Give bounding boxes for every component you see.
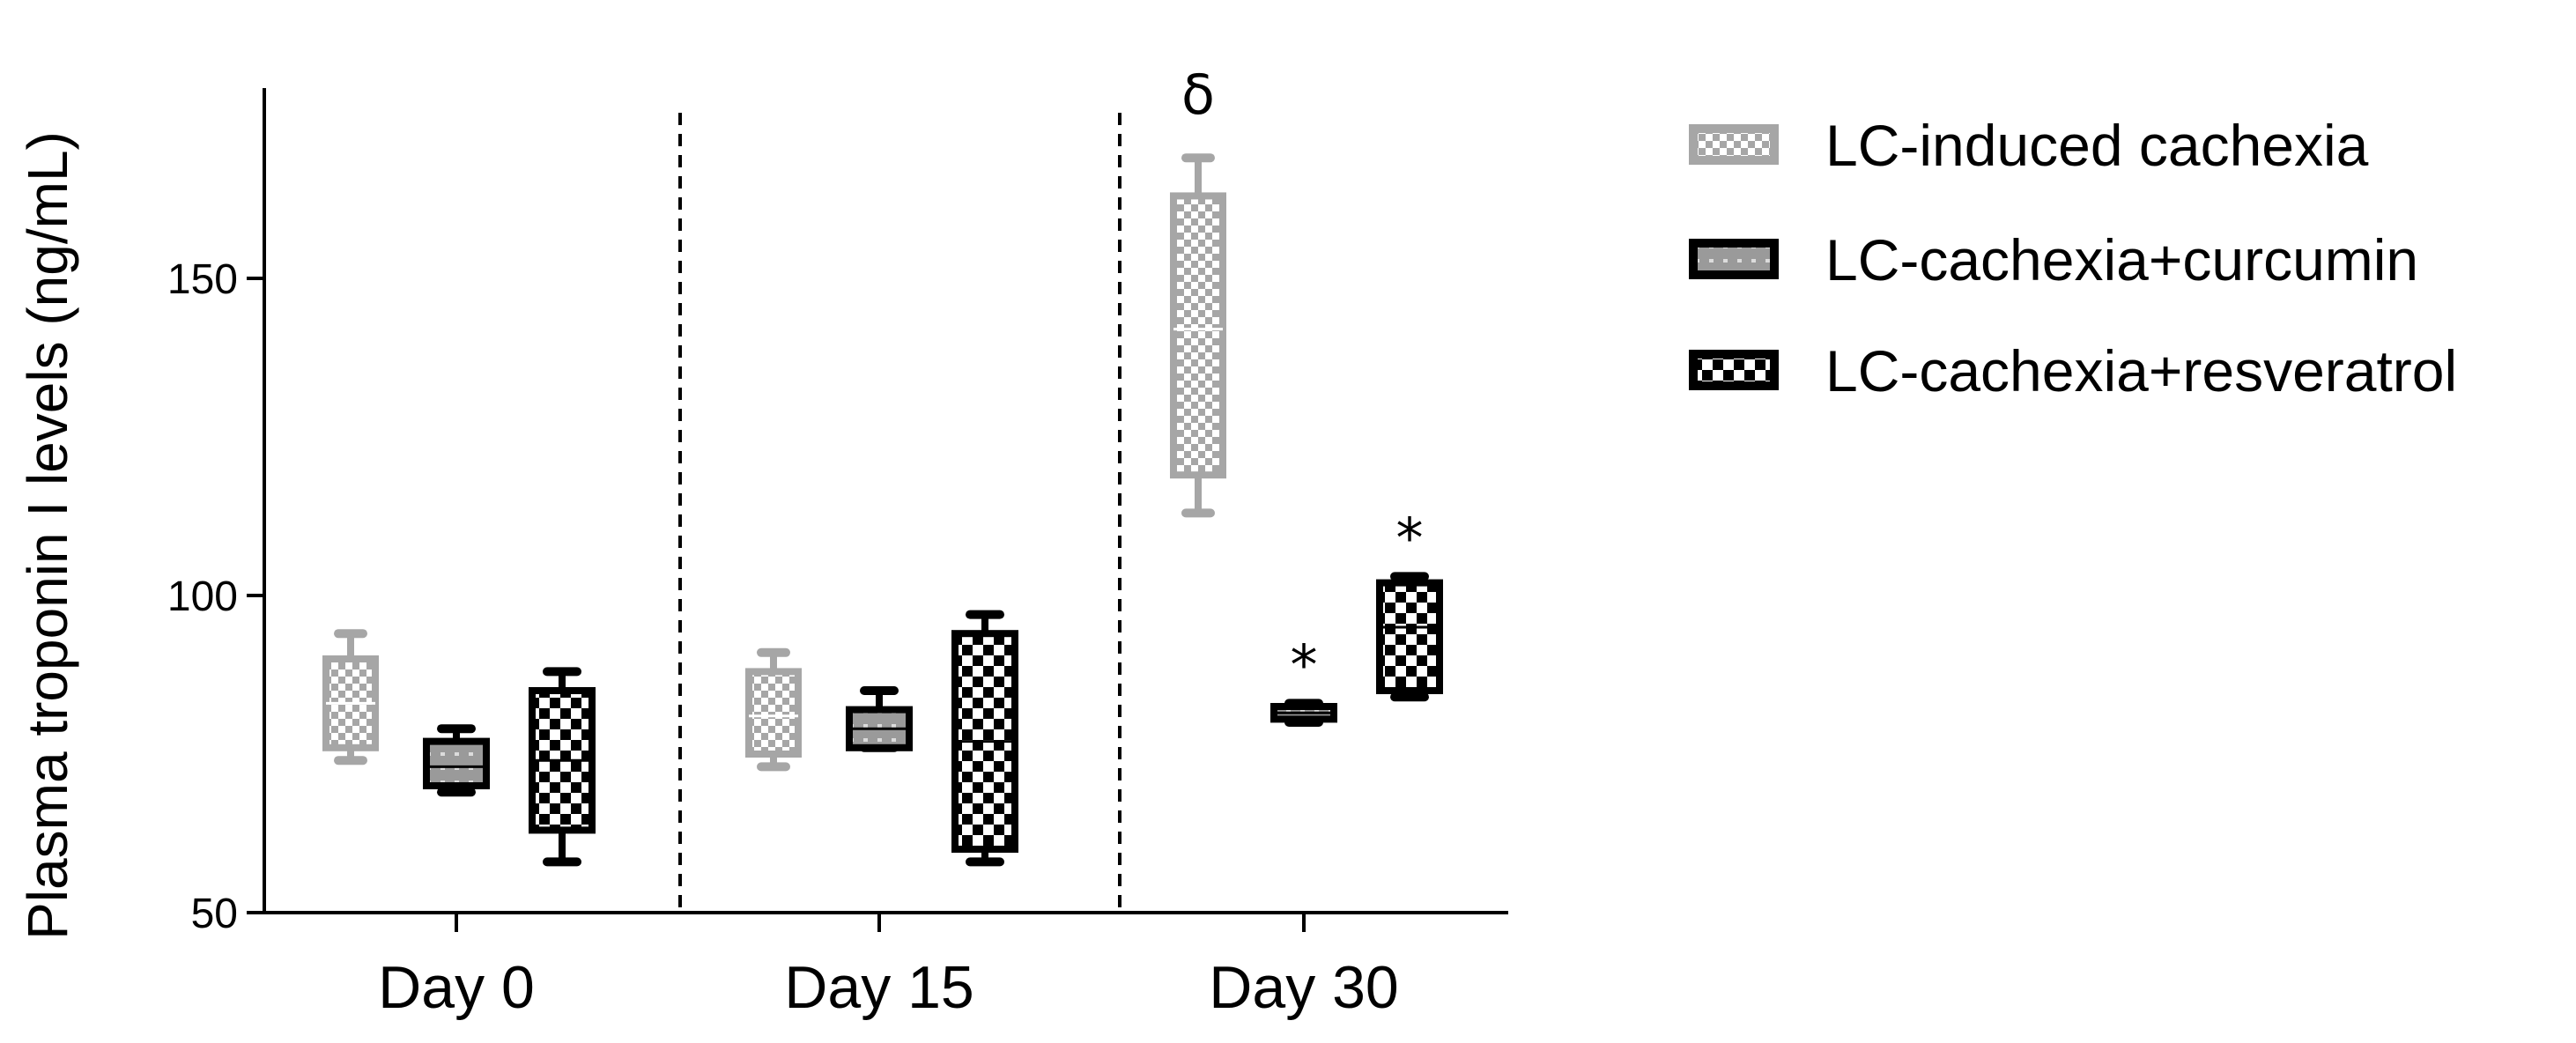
box-light-checker-0 (322, 629, 379, 766)
significance-star: * (1291, 632, 1318, 697)
x-tick-label: Day 30 (1209, 954, 1398, 1021)
x-tick-label: Day 15 (784, 954, 973, 1021)
legend-label: LC-cachexia+resveratrol (1825, 338, 2457, 403)
delta-annotation: δ (1181, 63, 1215, 127)
box-dark-checker-2 (1376, 572, 1443, 702)
y-axis-title: Plasma troponin I levels (ng/mL) (16, 131, 79, 940)
legend-label: LC-cachexia+curcumin (1825, 227, 2418, 292)
box-body (745, 668, 802, 758)
y-tick-label: 100 (167, 573, 238, 620)
legend-item: LC-cachexia+resveratrol (1689, 338, 2457, 403)
box-gray-dots-1 (846, 686, 913, 752)
x-tick-label: Day 0 (378, 954, 535, 1021)
box-body (1376, 579, 1443, 694)
y-tick-label: 150 (167, 256, 238, 303)
box-body (1170, 192, 1226, 479)
box-body (423, 737, 490, 789)
y-tick-label: 50 (191, 891, 238, 937)
legend-item: LC-cachexia+curcumin (1689, 227, 2418, 292)
legend-swatch (1689, 124, 1779, 165)
box-dark-checker-1 (951, 610, 1018, 867)
legend-label: LC-induced cachexia (1825, 113, 2369, 178)
legend-item: LC-induced cachexia (1689, 113, 2369, 178)
box-gray-dots-2 (1270, 699, 1337, 727)
box-light-checker-1 (745, 647, 802, 772)
box-light-checker-2 (1170, 153, 1226, 518)
box-dark-checker-0 (529, 667, 596, 867)
legend-swatch (1689, 239, 1779, 279)
box-gray-dots-0 (423, 724, 490, 797)
legend-swatch (1689, 350, 1779, 390)
significance-star: * (1396, 506, 1424, 570)
